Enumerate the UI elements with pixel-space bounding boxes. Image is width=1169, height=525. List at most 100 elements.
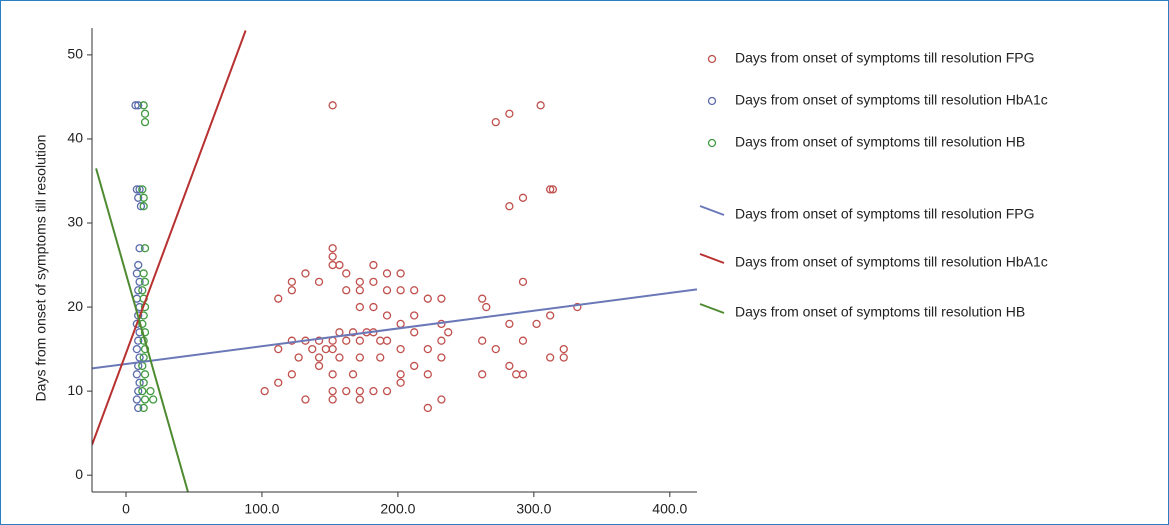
scatter-point [342,269,351,278]
scatter-point [134,336,143,345]
scatter-point [328,370,337,379]
scatter-point [396,286,405,295]
scatter-point [532,319,541,329]
scatter-point [132,185,142,194]
scatter-point [140,117,150,127]
scatter-point [505,319,514,329]
y-tick-label: 40 [67,130,83,146]
scatter-point [505,361,514,371]
scatter-point [355,386,364,396]
scatter-point [505,202,514,211]
x-tick-label: 400.0 [652,501,687,517]
scatter-point [132,344,142,354]
scatter-point [134,260,143,270]
legend-marker [707,54,717,64]
scatter-point [342,286,351,295]
scatter-point [134,193,143,202]
scatter-point [139,193,148,202]
regression-line [95,168,189,492]
scatter-point [134,386,143,396]
scatter-point [423,344,432,354]
scatter-point [308,344,317,354]
scatter-point [369,277,378,287]
scatter-point [314,336,324,345]
scatter-point [518,277,528,287]
scatter-point [287,370,297,379]
legend-label: Days from onset of symptoms till resolut… [735,92,1048,108]
x-tick-label: 300.0 [516,501,551,517]
y-tick-label: 30 [67,214,83,230]
scatter-point [139,269,148,278]
scatter-point [328,395,337,404]
scatter-point [410,311,419,320]
y-tick-label: 20 [67,298,83,314]
scatter-point [348,370,358,379]
scatter-point [140,395,150,404]
scatter-point [132,395,142,404]
scatter-point [301,395,310,404]
scatter-point [478,370,487,379]
scatter-point [355,302,364,312]
scatter-point [328,101,337,110]
scatter-point [138,386,147,396]
scatter-point [546,185,555,194]
scatter-point [505,109,514,118]
scatter-point [512,370,521,379]
scatter-point [328,252,337,261]
legend-marker [707,138,717,148]
scatter-point [328,344,337,354]
scatter-point [135,277,144,287]
scatter-point [135,244,144,253]
scatter-point [146,386,155,396]
scatter-point [140,244,150,253]
scatter-point [348,328,358,337]
scatter-point [136,202,146,211]
scatter-point [437,336,446,345]
scatter-point [482,302,491,312]
scatter-point [138,286,147,295]
scatter-point [134,403,143,413]
scatter-point [423,403,432,413]
scatter-point [376,353,385,362]
scatter-point [260,386,269,396]
x-tick-label: 0 [122,501,130,517]
scatter-point [518,193,528,202]
scatter-point [478,294,487,303]
scatter-point [355,353,364,362]
scatter-point [342,336,351,345]
scatter-point [294,353,303,362]
scatter-point [382,311,392,320]
scatter-point [287,336,297,345]
scatter-point [135,353,144,362]
scatter-point [287,277,297,287]
scatter-point [328,386,337,396]
scatter-point [355,286,364,295]
scatter-point [573,302,582,312]
scatter-point [559,353,568,362]
scatter-point [287,286,297,295]
scatter-point [369,260,378,270]
scatter-point [140,328,150,337]
scatter-point [335,353,344,362]
plot-area [92,30,697,492]
scatter-point [548,185,558,194]
scatter-point [382,386,392,396]
scatter-point [410,328,419,337]
legend-marker [699,205,725,216]
scatter-point [410,286,419,295]
scatter-point [314,277,324,287]
scatter-point [135,378,144,387]
scatter-point [140,344,150,354]
scatter-point [139,101,148,110]
scatter-point [437,294,446,303]
scatter-point [314,353,324,362]
scatter-point [396,378,405,387]
scatter-point [355,277,364,287]
scatter-point [135,185,144,194]
scatter-point [478,336,487,345]
legend-label: Days from onset of symptoms till resolut… [735,50,1035,66]
scatter-point [546,353,555,362]
